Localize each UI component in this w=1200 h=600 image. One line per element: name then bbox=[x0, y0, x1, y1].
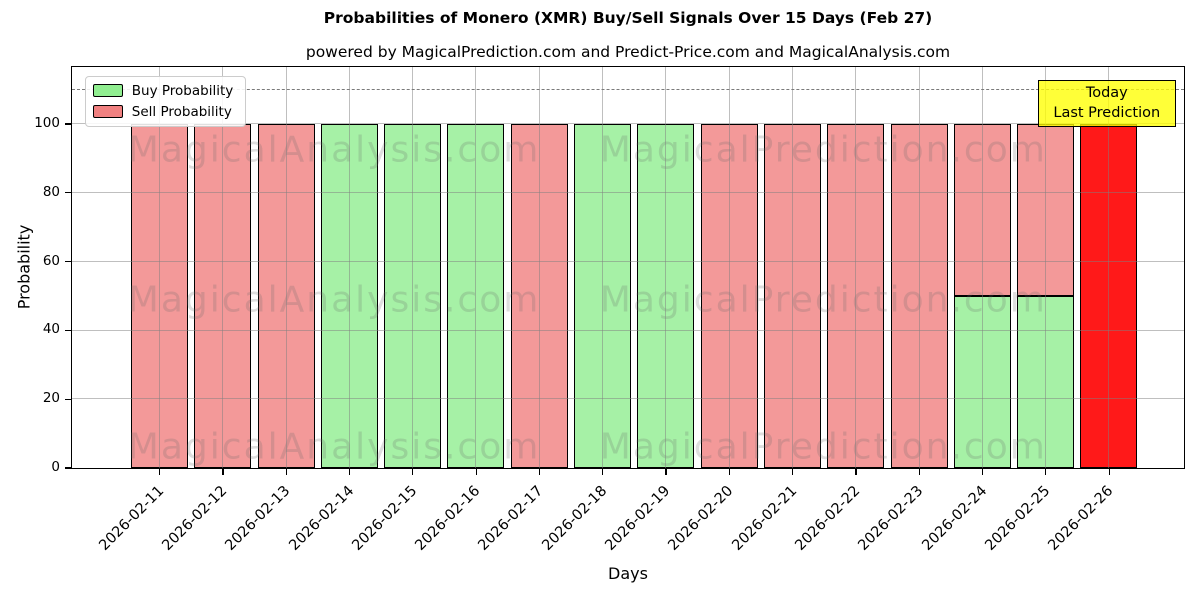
x-tick-mark bbox=[981, 469, 984, 476]
x-tick-mark bbox=[728, 469, 730, 476]
x-tick-mark bbox=[348, 469, 351, 476]
x-tick-mark bbox=[538, 469, 541, 476]
legend-item: Sell Probability bbox=[92, 103, 233, 120]
gridline-vertical bbox=[855, 66, 857, 468]
watermark-text: MagicalAnalysis.com bbox=[127, 129, 541, 171]
y-tick-mark bbox=[64, 467, 71, 469]
gridline-horizontal bbox=[71, 260, 1184, 262]
x-tick-mark bbox=[792, 469, 794, 476]
watermark-text: MagicalAnalysis.com bbox=[127, 279, 541, 321]
gridline-vertical bbox=[1108, 66, 1110, 468]
y-tick-label: 100 bbox=[34, 115, 60, 131]
x-tick-mark bbox=[1045, 469, 1047, 476]
watermark-text: MagicalPrediction.com bbox=[599, 129, 1047, 171]
y-tick-mark bbox=[64, 329, 71, 331]
y-tick-mark bbox=[64, 192, 71, 194]
y-tick-label: 0 bbox=[51, 459, 60, 475]
x-axis-title: Days bbox=[608, 564, 648, 583]
legend-label: Sell Probability bbox=[131, 103, 232, 120]
y-tick-mark bbox=[64, 398, 71, 400]
gridline-vertical bbox=[918, 66, 920, 468]
gridline-vertical bbox=[475, 66, 477, 468]
gridline-horizontal bbox=[71, 123, 1184, 125]
today-annotation-box: Today Last Prediction bbox=[1037, 79, 1176, 127]
chart-title: Probabilities of Monero (XMR) Buy/Sell S… bbox=[323, 9, 933, 27]
watermark-text: MagicalPrediction.com bbox=[599, 426, 1047, 468]
x-tick-mark bbox=[918, 469, 920, 476]
watermark-text: MagicalAnalysis.com bbox=[127, 426, 541, 468]
today-threshold-dashed-line bbox=[71, 89, 1184, 91]
x-tick-mark bbox=[602, 469, 604, 476]
plot-area: MagicalAnalysis.com MagicalPrediction.com… bbox=[70, 65, 1185, 469]
legend-swatch bbox=[92, 105, 123, 119]
gridline-horizontal bbox=[71, 398, 1184, 400]
gridline-vertical bbox=[538, 66, 540, 468]
gridline-vertical bbox=[728, 66, 730, 468]
gridline-vertical bbox=[602, 66, 604, 468]
y-tick-label: 40 bbox=[42, 321, 60, 338]
gridline-vertical bbox=[1045, 66, 1047, 468]
y-tick-label: 20 bbox=[42, 390, 60, 407]
y-tick-mark bbox=[64, 123, 71, 125]
gridline-vertical bbox=[981, 66, 983, 468]
x-tick-mark bbox=[1108, 469, 1110, 476]
x-tick-mark bbox=[412, 469, 414, 476]
gridline-vertical bbox=[791, 66, 793, 468]
x-tick-mark bbox=[475, 469, 477, 476]
y-tick-mark bbox=[64, 261, 71, 263]
gridline-horizontal bbox=[71, 329, 1184, 331]
legend-label: Buy Probability bbox=[131, 82, 234, 99]
gridline-vertical bbox=[412, 66, 414, 468]
gridline-vertical bbox=[665, 66, 667, 468]
today-annotation-line: Today bbox=[1085, 85, 1128, 101]
x-tick-mark bbox=[285, 469, 287, 476]
gridline-vertical bbox=[158, 66, 160, 468]
chart-legend: Buy Probability Sell Probability bbox=[84, 75, 247, 127]
gridline-horizontal bbox=[71, 192, 1184, 194]
legend-item: Buy Probability bbox=[92, 82, 234, 99]
legend-swatch bbox=[92, 84, 123, 98]
today-annotation-line: Last Prediction bbox=[1053, 105, 1161, 122]
watermark-text: MagicalPrediction.com bbox=[599, 279, 1047, 321]
y-tick-label: 60 bbox=[42, 252, 60, 269]
chart-subtitle: powered by MagicalPrediction.com and Pre… bbox=[305, 43, 951, 61]
x-tick-mark bbox=[159, 469, 161, 476]
gridline-vertical bbox=[285, 66, 287, 468]
gridline-vertical bbox=[222, 66, 224, 468]
x-tick-mark bbox=[665, 469, 667, 476]
y-axis-title: Probability bbox=[14, 224, 34, 310]
x-tick-mark bbox=[855, 469, 857, 476]
gridline-vertical bbox=[348, 66, 350, 468]
y-tick-label: 80 bbox=[42, 183, 60, 200]
x-tick-mark bbox=[222, 469, 224, 476]
